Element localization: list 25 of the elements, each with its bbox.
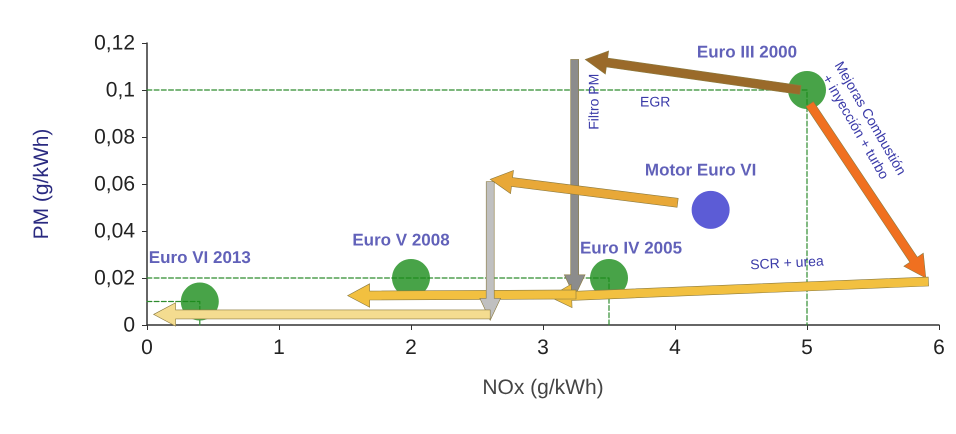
x-tick-label: 4 <box>669 336 682 359</box>
series-label: Euro IV 2005 <box>580 238 682 258</box>
annotation: EGR <box>640 93 670 110</box>
x-tick-label: 6 <box>933 336 945 359</box>
series-label: Euro III 2000 <box>696 42 798 62</box>
y-tick-label: 0,08 <box>94 126 135 148</box>
series-label: Euro V 2008 <box>352 230 450 250</box>
series-label: Euro VI 2013 <box>148 248 251 267</box>
y-tick-label: 0,02 <box>94 266 135 290</box>
y-tick-label: 0 <box>123 314 135 336</box>
x-tick-label: 0 <box>141 336 153 359</box>
y-tick-label: 0,12 <box>94 32 135 54</box>
x-tick-label: 5 <box>801 336 813 359</box>
x-axis-title: NOx (g/kWh) <box>482 376 604 399</box>
y-axis-title: PM (g/kWh) <box>30 128 53 240</box>
annotation: SCR + urea <box>750 252 824 272</box>
x-tick-label: 1 <box>273 336 285 359</box>
point <box>692 190 730 229</box>
y-tick-label: 0,1 <box>106 78 135 102</box>
y-tick-label: 0,06 <box>94 172 135 196</box>
y-tick-label: 0,04 <box>94 220 136 242</box>
x-tick-label: 2 <box>405 336 417 359</box>
annotation: Filtro PM <box>585 74 602 130</box>
x-tick-label: 3 <box>537 336 549 359</box>
series-label: Motor Euro VI <box>644 160 756 180</box>
